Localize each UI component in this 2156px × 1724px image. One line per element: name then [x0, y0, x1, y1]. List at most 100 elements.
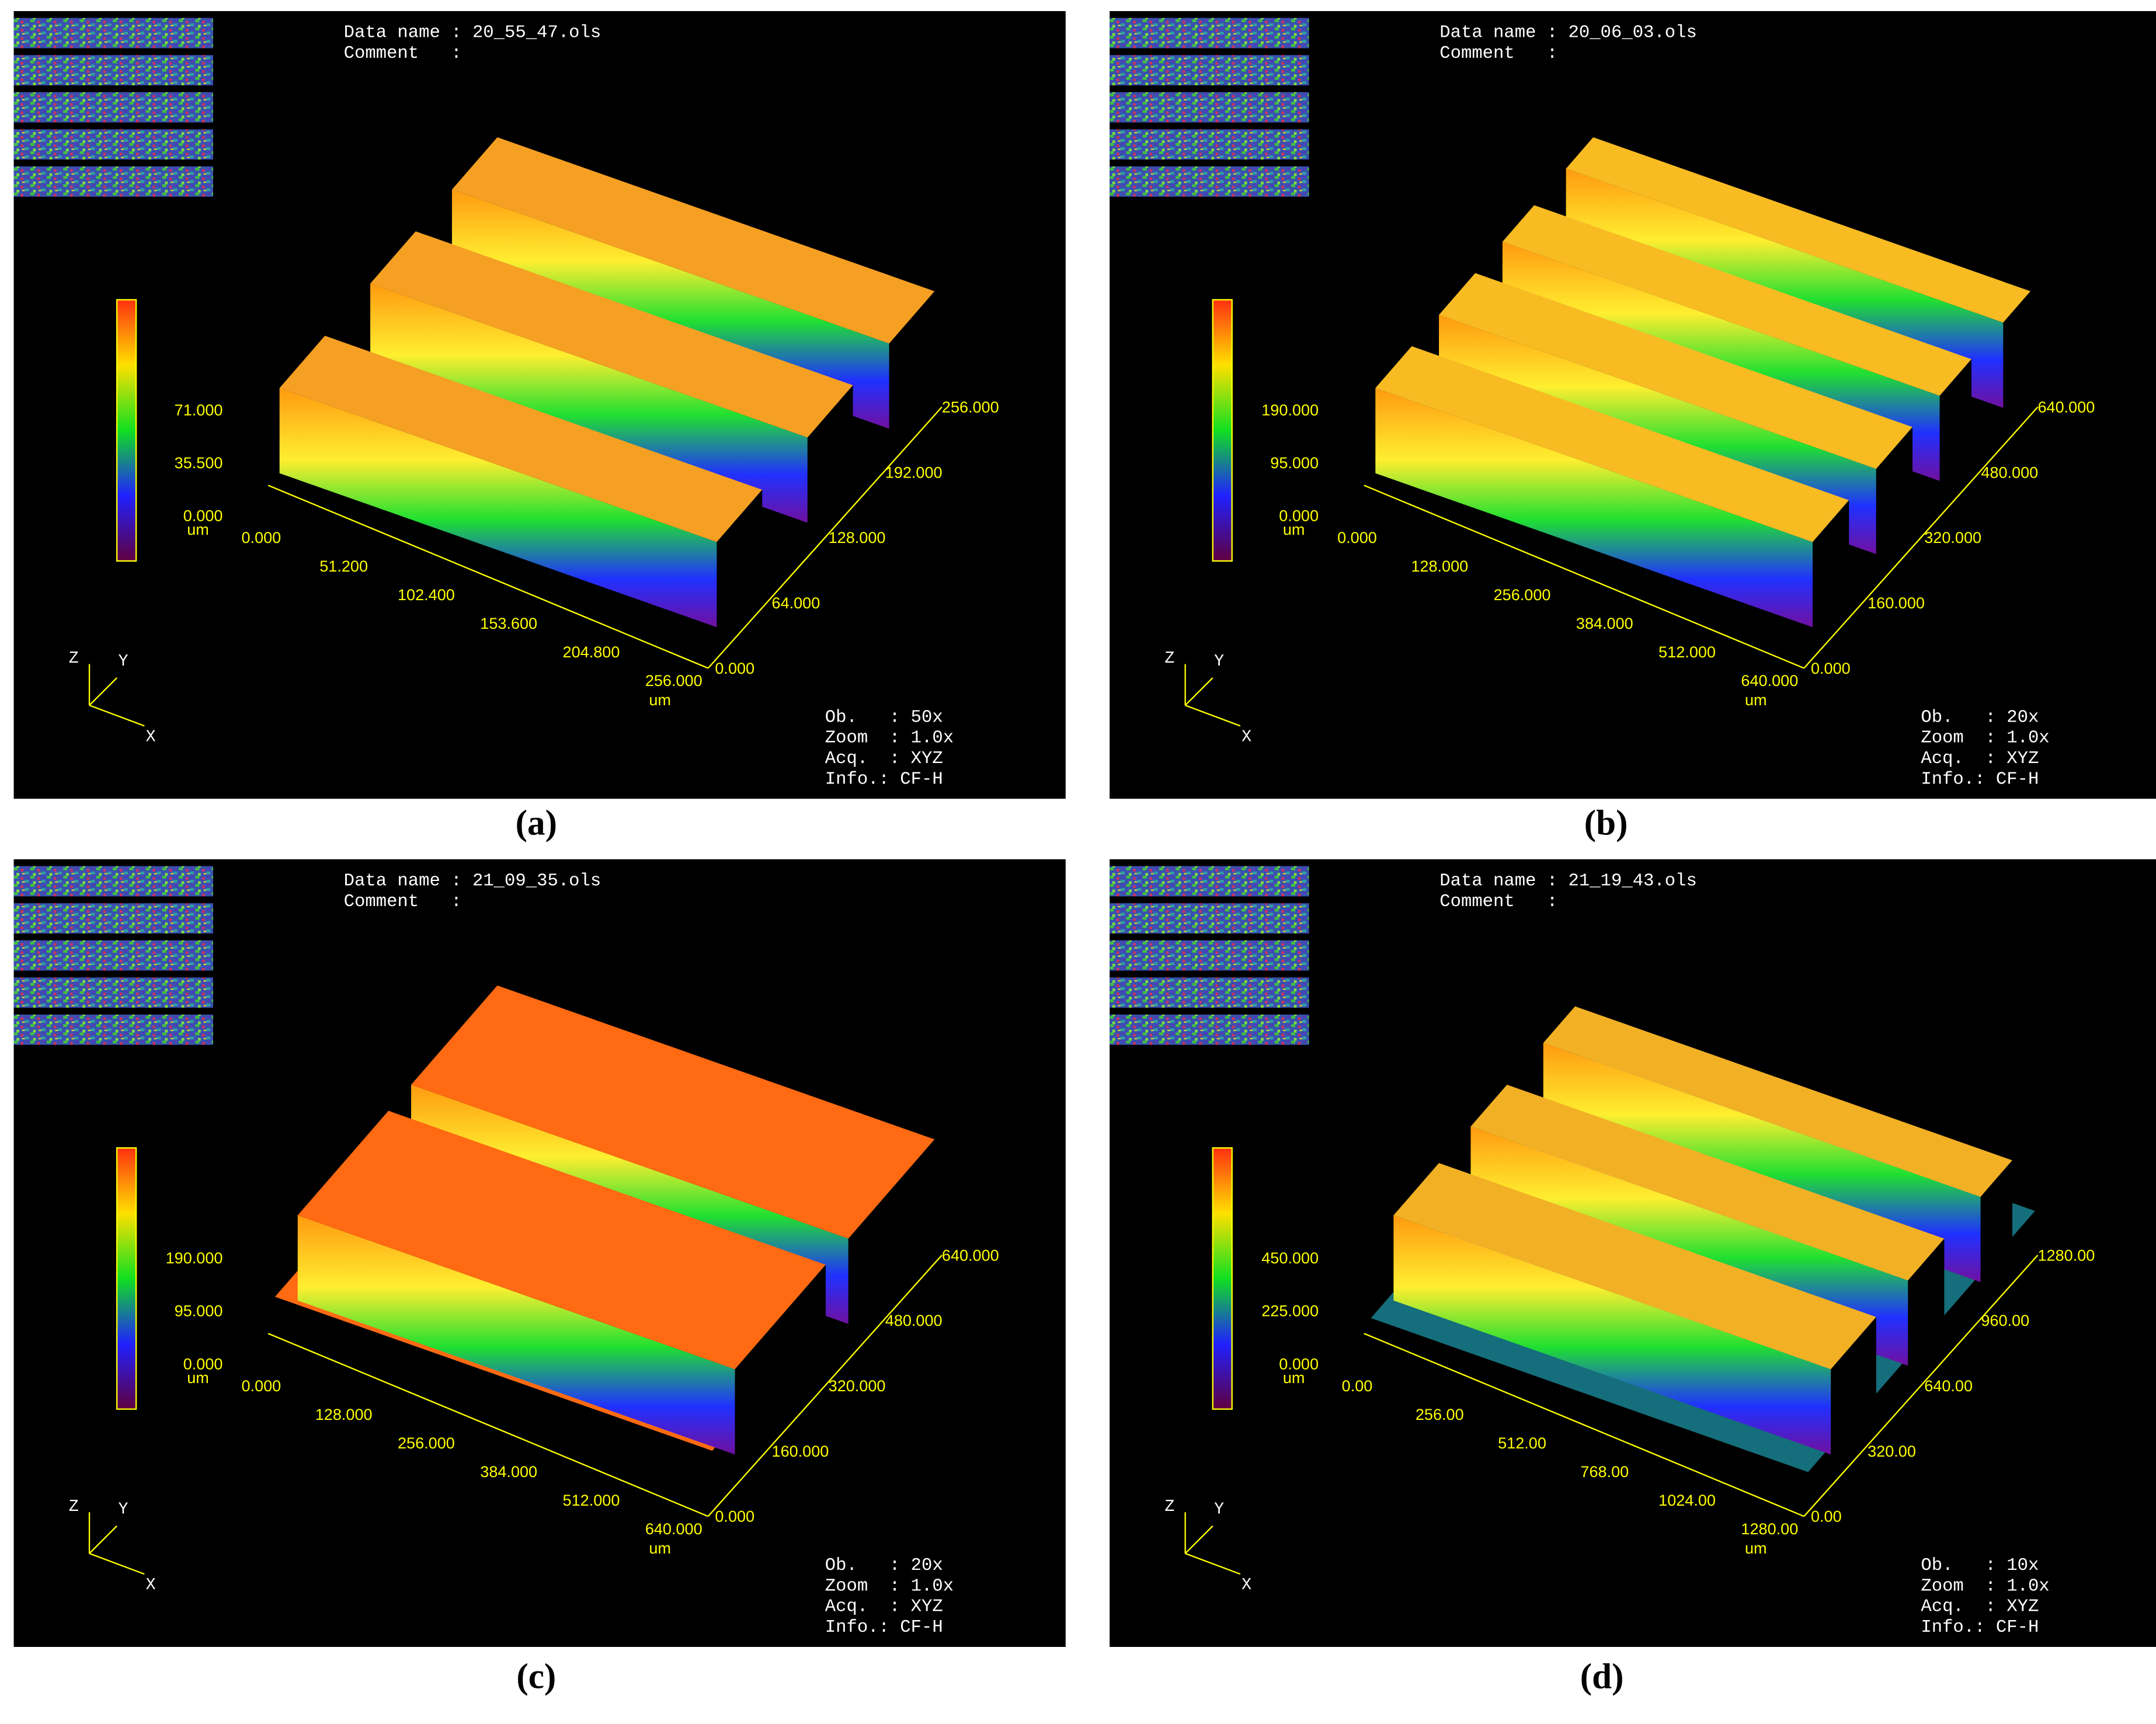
axis-letter: X: [1242, 1576, 1251, 1594]
colorbar-tick-label: 35.500: [175, 454, 223, 472]
y-tick-label: 640.000: [942, 1246, 999, 1264]
thumbnail-stripe: [13, 903, 213, 934]
x-tick-label: 204.800: [563, 643, 620, 661]
thumbnail-stripe: [1110, 129, 1309, 160]
caption: (c): [516, 1657, 556, 1697]
y-tick-label: 0.000: [1811, 659, 1851, 677]
x-tick-label: 0.00: [1342, 1377, 1373, 1395]
ridge-end: [1939, 359, 1972, 481]
ridge-top: [370, 231, 853, 438]
comment: Comment :: [344, 892, 462, 912]
y-tick-label: 1280.00: [2038, 1246, 2095, 1264]
info-line: Info.: CF-H: [825, 1618, 943, 1638]
y-tick-label: 320.000: [1924, 528, 1981, 546]
x-tick-label: 640.000: [1741, 671, 1798, 689]
ridge-top: [297, 1110, 826, 1370]
x-unit: um: [1745, 691, 1767, 709]
ridge-side: [1375, 388, 1813, 628]
colorbar-tick-label: 95.000: [175, 1302, 223, 1320]
ridge-end: [1980, 1160, 2012, 1283]
x-unit: um: [1745, 1539, 1767, 1557]
triad-y: [89, 1525, 117, 1554]
thumbnail-stripe: [13, 1014, 213, 1045]
triad-y: [1184, 1525, 1213, 1554]
data-name: Data name : 21_19_43.ols: [1439, 872, 1697, 891]
ridge-end: [2003, 291, 2031, 408]
x-unit: um: [649, 1539, 671, 1557]
colorbar: [1212, 1147, 1233, 1410]
thumbnail-stripe: [13, 940, 213, 971]
x-tick-label: 128.000: [1411, 557, 1468, 575]
y-tick-label: 0.000: [715, 659, 754, 677]
x-tick-label: 256.000: [398, 1434, 455, 1452]
y-tick-label: 640.00: [1924, 1377, 1973, 1395]
x-tick-label: 256.000: [645, 671, 703, 689]
x-tick-label: 51.200: [319, 557, 368, 575]
axis-letter: Y: [118, 652, 128, 671]
colorbar: [116, 1147, 137, 1410]
colorbar-unit: um: [1283, 520, 1305, 538]
axis-letter: X: [146, 727, 156, 746]
y-tick-label: 480.000: [885, 1311, 943, 1329]
thumbnail-stripe: [1110, 866, 1309, 897]
colorbar-tick-label: 450.000: [1261, 1249, 1319, 1267]
ridge-top: [1393, 1163, 1876, 1370]
x-axis: [1364, 1333, 1804, 1517]
caption: (d): [1580, 1657, 1624, 1697]
ridge-side: [297, 1215, 735, 1455]
colorbar-tick-label: 0.000: [1279, 507, 1319, 525]
y-tick-label: 320.00: [1868, 1442, 1916, 1460]
ridge-end: [735, 1265, 826, 1455]
axis-letter: Y: [1214, 652, 1224, 671]
ridge-top: [1470, 1084, 1945, 1281]
triad-x: [89, 704, 145, 727]
info-line: Zoom : 1.0x: [1921, 729, 2049, 748]
info-line: Ob. : 20x: [825, 1556, 943, 1576]
y-tick-label: 640.000: [2038, 398, 2095, 416]
caption: (a): [516, 803, 557, 842]
comment: Comment :: [1439, 892, 1557, 912]
x-tick-label: 153.600: [480, 614, 537, 632]
x-tick-label: 1024.00: [1658, 1491, 1716, 1509]
thumbnail-stripe: [1110, 940, 1309, 971]
colorbar-tick-label: 190.000: [166, 1249, 223, 1267]
y-tick-label: 960.00: [1981, 1311, 2029, 1329]
colorbar-tick-label: 0.000: [183, 1354, 223, 1373]
x-unit: um: [649, 691, 671, 709]
thumbnail-stripe: [13, 866, 213, 897]
ridge-end: [889, 291, 935, 429]
x-tick-label: 512.00: [1498, 1434, 1546, 1452]
x-axis: [1364, 485, 1804, 669]
info-line: Zoom : 1.0x: [825, 729, 954, 748]
y-tick-label: 128.000: [829, 528, 886, 546]
info-line: Zoom : 1.0x: [825, 1576, 954, 1596]
thumbnail-stripe: [1110, 55, 1309, 86]
thumbnail-stripe: [13, 129, 213, 160]
thumbnail-stripe: [13, 92, 213, 123]
ridge-top: [1502, 205, 1972, 396]
info-line: Ob. : 50x: [825, 708, 943, 727]
colorbar-tick-label: 71.000: [175, 400, 223, 419]
y-tick-label: 0.00: [1811, 1507, 1842, 1526]
info-line: Acq. : XYZ: [1921, 749, 2039, 769]
thumbnail-stripe: [1110, 1014, 1309, 1045]
info-line: Acq. : XYZ: [825, 1597, 943, 1617]
ridge-end: [1908, 1238, 1945, 1366]
axis-letter: Y: [118, 1500, 128, 1519]
x-tick-label: 256.000: [1494, 586, 1551, 604]
triad-x: [89, 1552, 145, 1575]
y-tick-label: 0.000: [715, 1507, 754, 1526]
thumbnail-stripe: [1110, 92, 1309, 123]
y-axis: [1803, 1255, 2039, 1517]
ridge-top: [1566, 137, 2031, 323]
colorbar: [116, 299, 137, 562]
ridge-side: [370, 283, 808, 523]
ridge-end: [848, 1139, 935, 1324]
y-tick-label: 480.000: [1981, 463, 2038, 481]
info-line: Info.: CF-H: [825, 769, 943, 789]
triad-y: [1184, 677, 1213, 706]
info-line: Info.: CF-H: [1921, 1618, 2039, 1638]
y-tick-label: 256.000: [942, 398, 999, 416]
